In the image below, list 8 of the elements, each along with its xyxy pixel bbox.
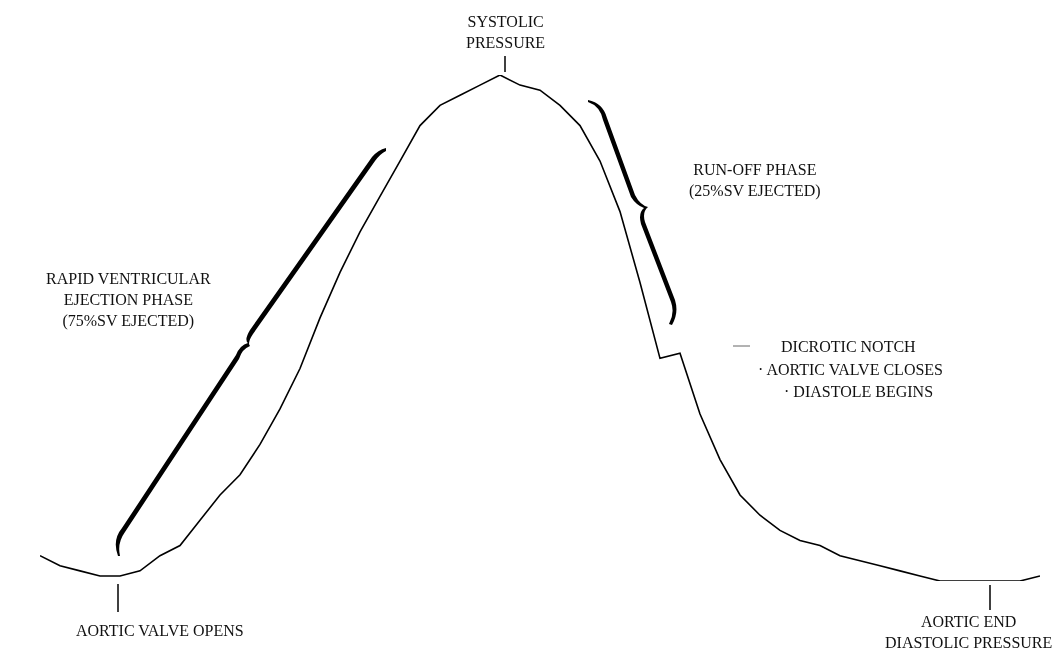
text: AORTIC VALVE OPENS: [76, 622, 244, 639]
annotation: RUN-OFF PHASE (25%SV EJECTED): [689, 161, 821, 200]
text: SYSTOLIC PRESSURE: [466, 13, 546, 51]
annotation: DICROTIC NOTCH: [781, 338, 917, 355]
annotation: RAPID VENTRICULAR EJECTION PHASE (75%SV EJECTED): [46, 270, 211, 330]
annotation: · AORTIC VALVE CLOSES: [758, 361, 943, 378]
annotation: · DIASTOLE BEGINS: [784, 383, 934, 400]
text: AORTIC END DIASTOLIC PRESSURE: [885, 613, 1053, 651]
